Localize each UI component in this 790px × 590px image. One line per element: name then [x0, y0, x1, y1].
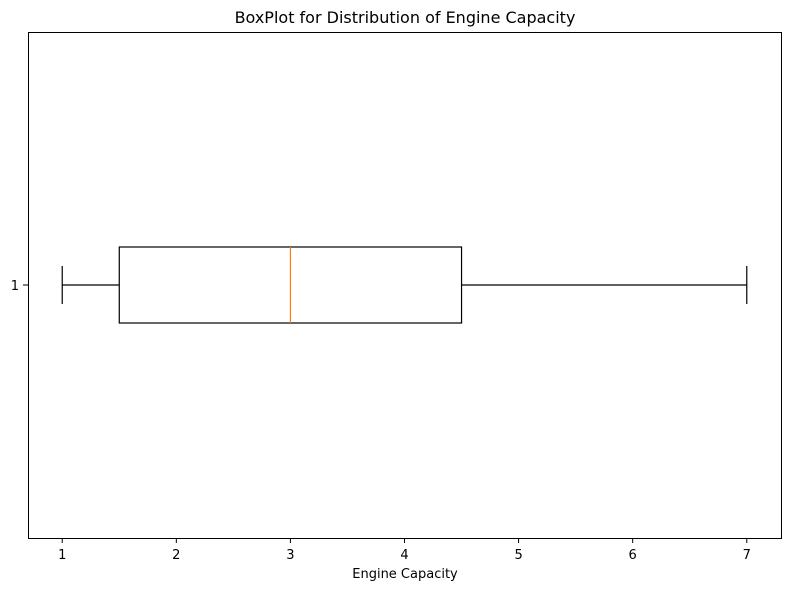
x-tick-label: 1: [58, 548, 66, 563]
x-tick-label: 2: [172, 548, 180, 563]
x-axis-label: Engine Capacity: [352, 567, 458, 582]
x-tick-label: 4: [400, 548, 408, 563]
x-tick-label: 6: [629, 548, 637, 563]
x-tick-label: 5: [514, 548, 522, 563]
x-tick-label: 3: [286, 548, 294, 563]
box-layer: [61, 246, 748, 324]
chart-title: BoxPlot for Distribution of Engine Capac…: [235, 8, 576, 27]
y-axis-ticks: 1: [11, 279, 28, 294]
x-axis-ticks: 1 2 3 4 5 6 7: [58, 538, 751, 563]
x-tick-label: 7: [743, 548, 751, 563]
y-tick-label: 1: [11, 279, 19, 294]
